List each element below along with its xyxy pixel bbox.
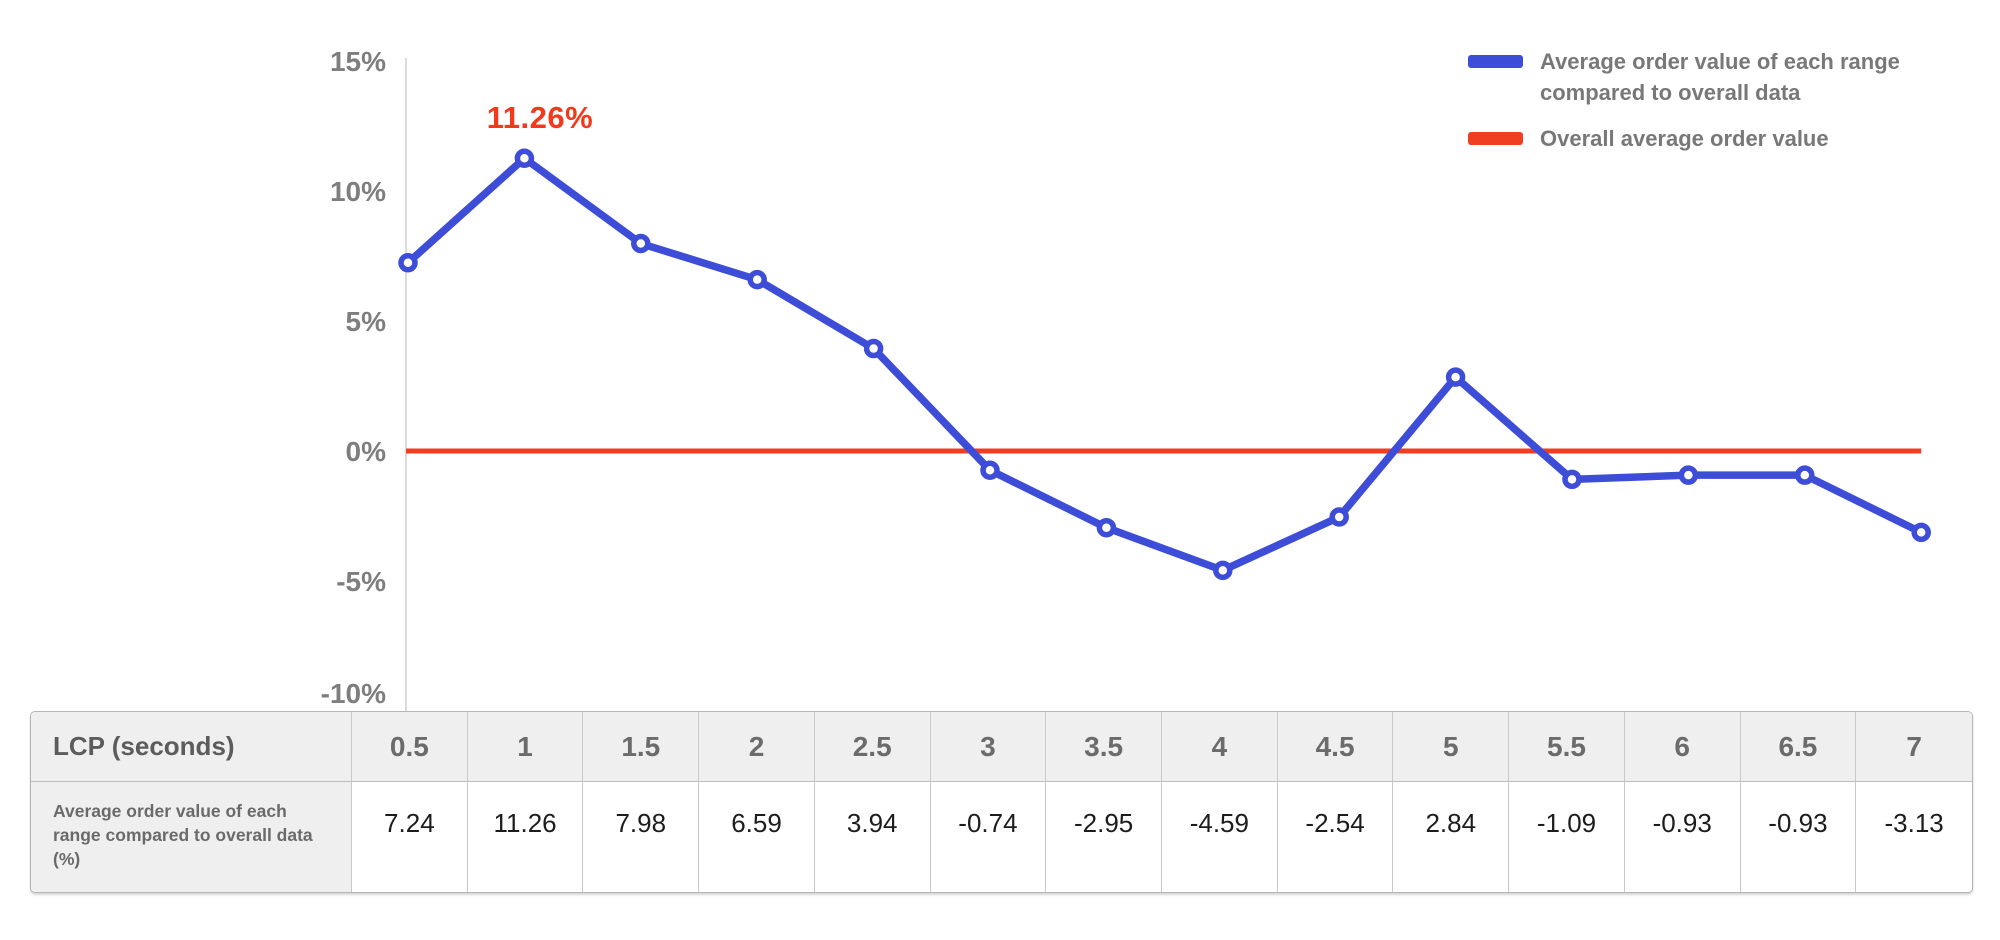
data-point-marker — [747, 269, 767, 290]
table-column-header: 6.5 — [1740, 712, 1857, 782]
y-axis-tick-label: -5% — [336, 566, 386, 597]
data-point-marker — [863, 338, 884, 359]
legend-baseline-label: Overall average order value — [1540, 126, 1829, 151]
table-value-cell: -1.09 — [1509, 782, 1625, 892]
table-value-cell: 3.94 — [814, 782, 931, 892]
data-point-marker — [398, 253, 418, 273]
legend-series-label: Average order value of each range compar… — [1540, 49, 1900, 105]
data-point-marker — [1678, 465, 1699, 485]
legend-swatch-baseline-line — [1468, 132, 1523, 145]
table-value-cell: -0.93 — [1740, 782, 1857, 892]
table-column-header: 4.5 — [1277, 712, 1394, 782]
data-point-marker — [1795, 465, 1815, 485]
legend-item-series: Average order value of each range compar… — [1468, 46, 1950, 108]
data-point-marker — [1562, 469, 1582, 490]
table-value-cell: 7.24 — [352, 782, 468, 892]
y-axis-tick-label: 0% — [346, 436, 387, 467]
table-value-cell: -2.54 — [1277, 782, 1394, 892]
table-value-cell: -0.74 — [930, 782, 1047, 892]
data-point-marker — [1096, 517, 1117, 538]
table-column-header: 2 — [699, 712, 815, 782]
table-column-header: 5.5 — [1509, 712, 1625, 782]
y-axis-tick-label: 15% — [330, 46, 386, 77]
data-point-marker — [1911, 522, 1931, 543]
legend-item-baseline: Overall average order value — [1468, 123, 1950, 154]
table-value-cell: -0.93 — [1624, 782, 1741, 892]
chart-legend: Average order value of each range compar… — [1468, 46, 1950, 154]
table-column-header: 2.5 — [814, 712, 931, 782]
table-header-label: LCP (seconds) — [31, 712, 352, 782]
data-point-marker — [1329, 507, 1349, 527]
table-column-header: 0.5 — [352, 712, 468, 782]
table-column-header: 1.5 — [583, 712, 700, 782]
data-point-marker — [631, 233, 651, 254]
table-column-header: 7 — [1856, 712, 1972, 782]
table-column-header: 5 — [1393, 712, 1510, 782]
data-point-marker — [514, 148, 535, 168]
table-value-cell: 7.98 — [583, 782, 700, 892]
table-column-header: 1 — [467, 712, 584, 782]
table-value-cell: -3.13 — [1856, 782, 1972, 892]
series-line — [404, 154, 1925, 575]
y-axis-tick-label: -10% — [321, 678, 386, 709]
y-axis-tick-label: 5% — [346, 306, 387, 337]
peak-value-annotation: 11.26% — [486, 100, 594, 135]
y-axis-tick-label: 10% — [330, 176, 386, 207]
table-column-header: 6 — [1624, 712, 1741, 782]
table-column-header: 3 — [930, 712, 1047, 782]
table-value-cell: 2.84 — [1393, 782, 1510, 892]
data-point-marker — [980, 460, 1000, 480]
table-row-label: Average order value of each range compar… — [31, 782, 352, 892]
table-value-cell: 6.59 — [699, 782, 815, 892]
table-value-cell: 11.26 — [467, 782, 584, 892]
table-value-cell: -4.59 — [1162, 782, 1278, 892]
line-chart: 15% 10% 5% 0% -5% -10% — [321, 46, 1931, 711]
data-table: LCP (seconds) 0.5 1 1.5 2 2.5 3 3.5 4 4.5 5 5.5 6 6.5… — [30, 711, 1973, 893]
data-point-marker — [1213, 560, 1233, 581]
data-point-marker — [1445, 367, 1466, 387]
table-column-header: 4 — [1162, 712, 1278, 782]
table-column-header: 3.5 — [1046, 712, 1162, 782]
table-value-cell: -2.95 — [1046, 782, 1162, 892]
legend-swatch-series-line — [1468, 55, 1523, 68]
